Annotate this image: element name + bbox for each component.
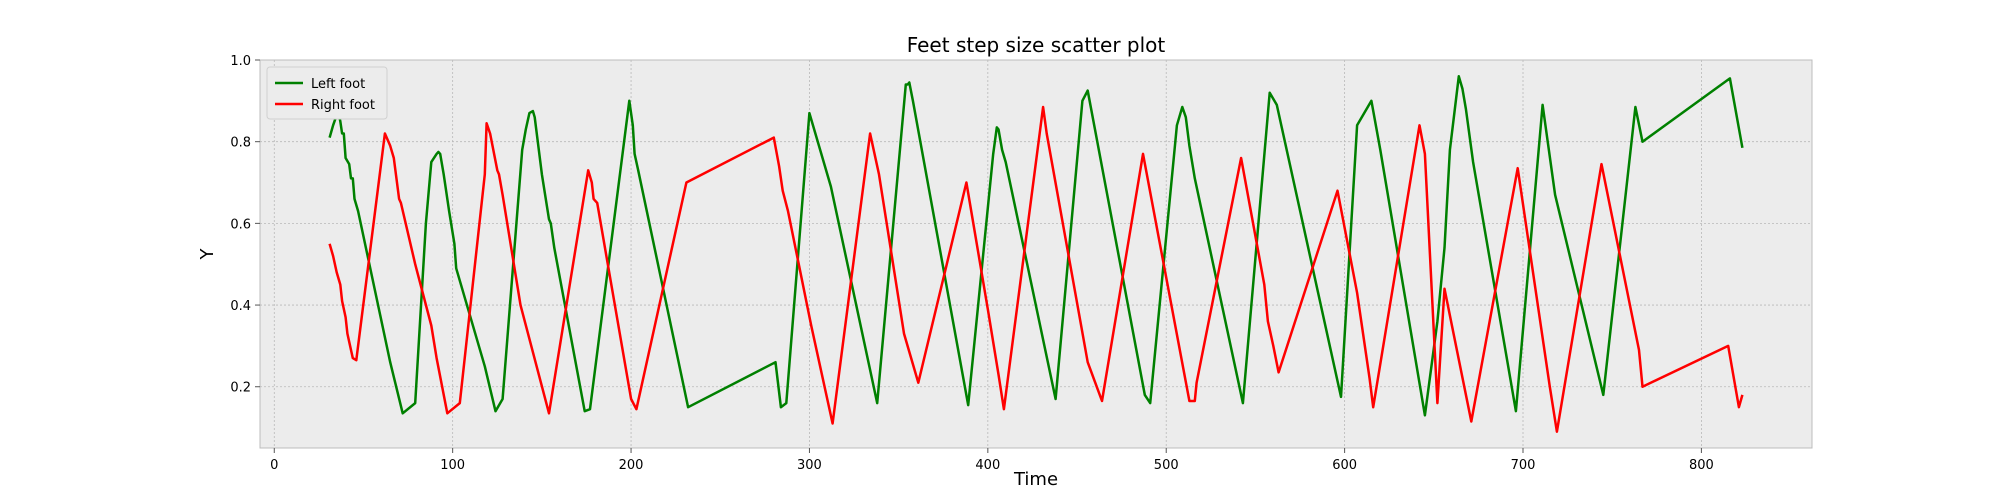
- legend-box: [266, 66, 388, 120]
- y-tick-label: 0.6: [230, 217, 251, 232]
- legend: Left foot Right foot: [266, 66, 388, 120]
- y-axis-ticks: 0.2 0.4 0.6 0.8 1.0: [230, 54, 260, 396]
- x-tick-label: 300: [797, 458, 822, 473]
- chart-title: Feet step size scatter plot: [907, 33, 1166, 57]
- plot-frame: [259, 59, 1813, 449]
- x-tick-label: 200: [619, 458, 644, 473]
- y-tick-label: 1.0: [230, 54, 251, 69]
- legend-label-left-foot: Left foot: [311, 77, 365, 92]
- x-tick-label: 0: [270, 458, 278, 473]
- legend-label-right-foot: Right foot: [311, 98, 375, 113]
- x-axis-label: Time: [1013, 469, 1058, 490]
- y-tick-label: 0.2: [230, 381, 251, 396]
- x-tick-label: 600: [1332, 458, 1357, 473]
- x-axis-ticks: 0 100 200 300 400 500 600 700 800: [270, 448, 1714, 473]
- y-tick-label: 0.4: [230, 299, 251, 314]
- plot-background: [260, 60, 1812, 448]
- x-tick-label: 800: [1689, 458, 1714, 473]
- x-tick-label: 100: [440, 458, 465, 473]
- y-tick-label: 0.8: [230, 136, 251, 151]
- y-axis-label: Y: [197, 248, 218, 261]
- series-line-right-foot: [328, 105, 1744, 433]
- x-tick-label: 700: [1511, 458, 1536, 473]
- x-tick-label: 400: [975, 458, 1000, 473]
- series-line-left-foot: [328, 75, 1744, 417]
- series-layer: [328, 75, 1744, 433]
- x-tick-label: 500: [1154, 458, 1179, 473]
